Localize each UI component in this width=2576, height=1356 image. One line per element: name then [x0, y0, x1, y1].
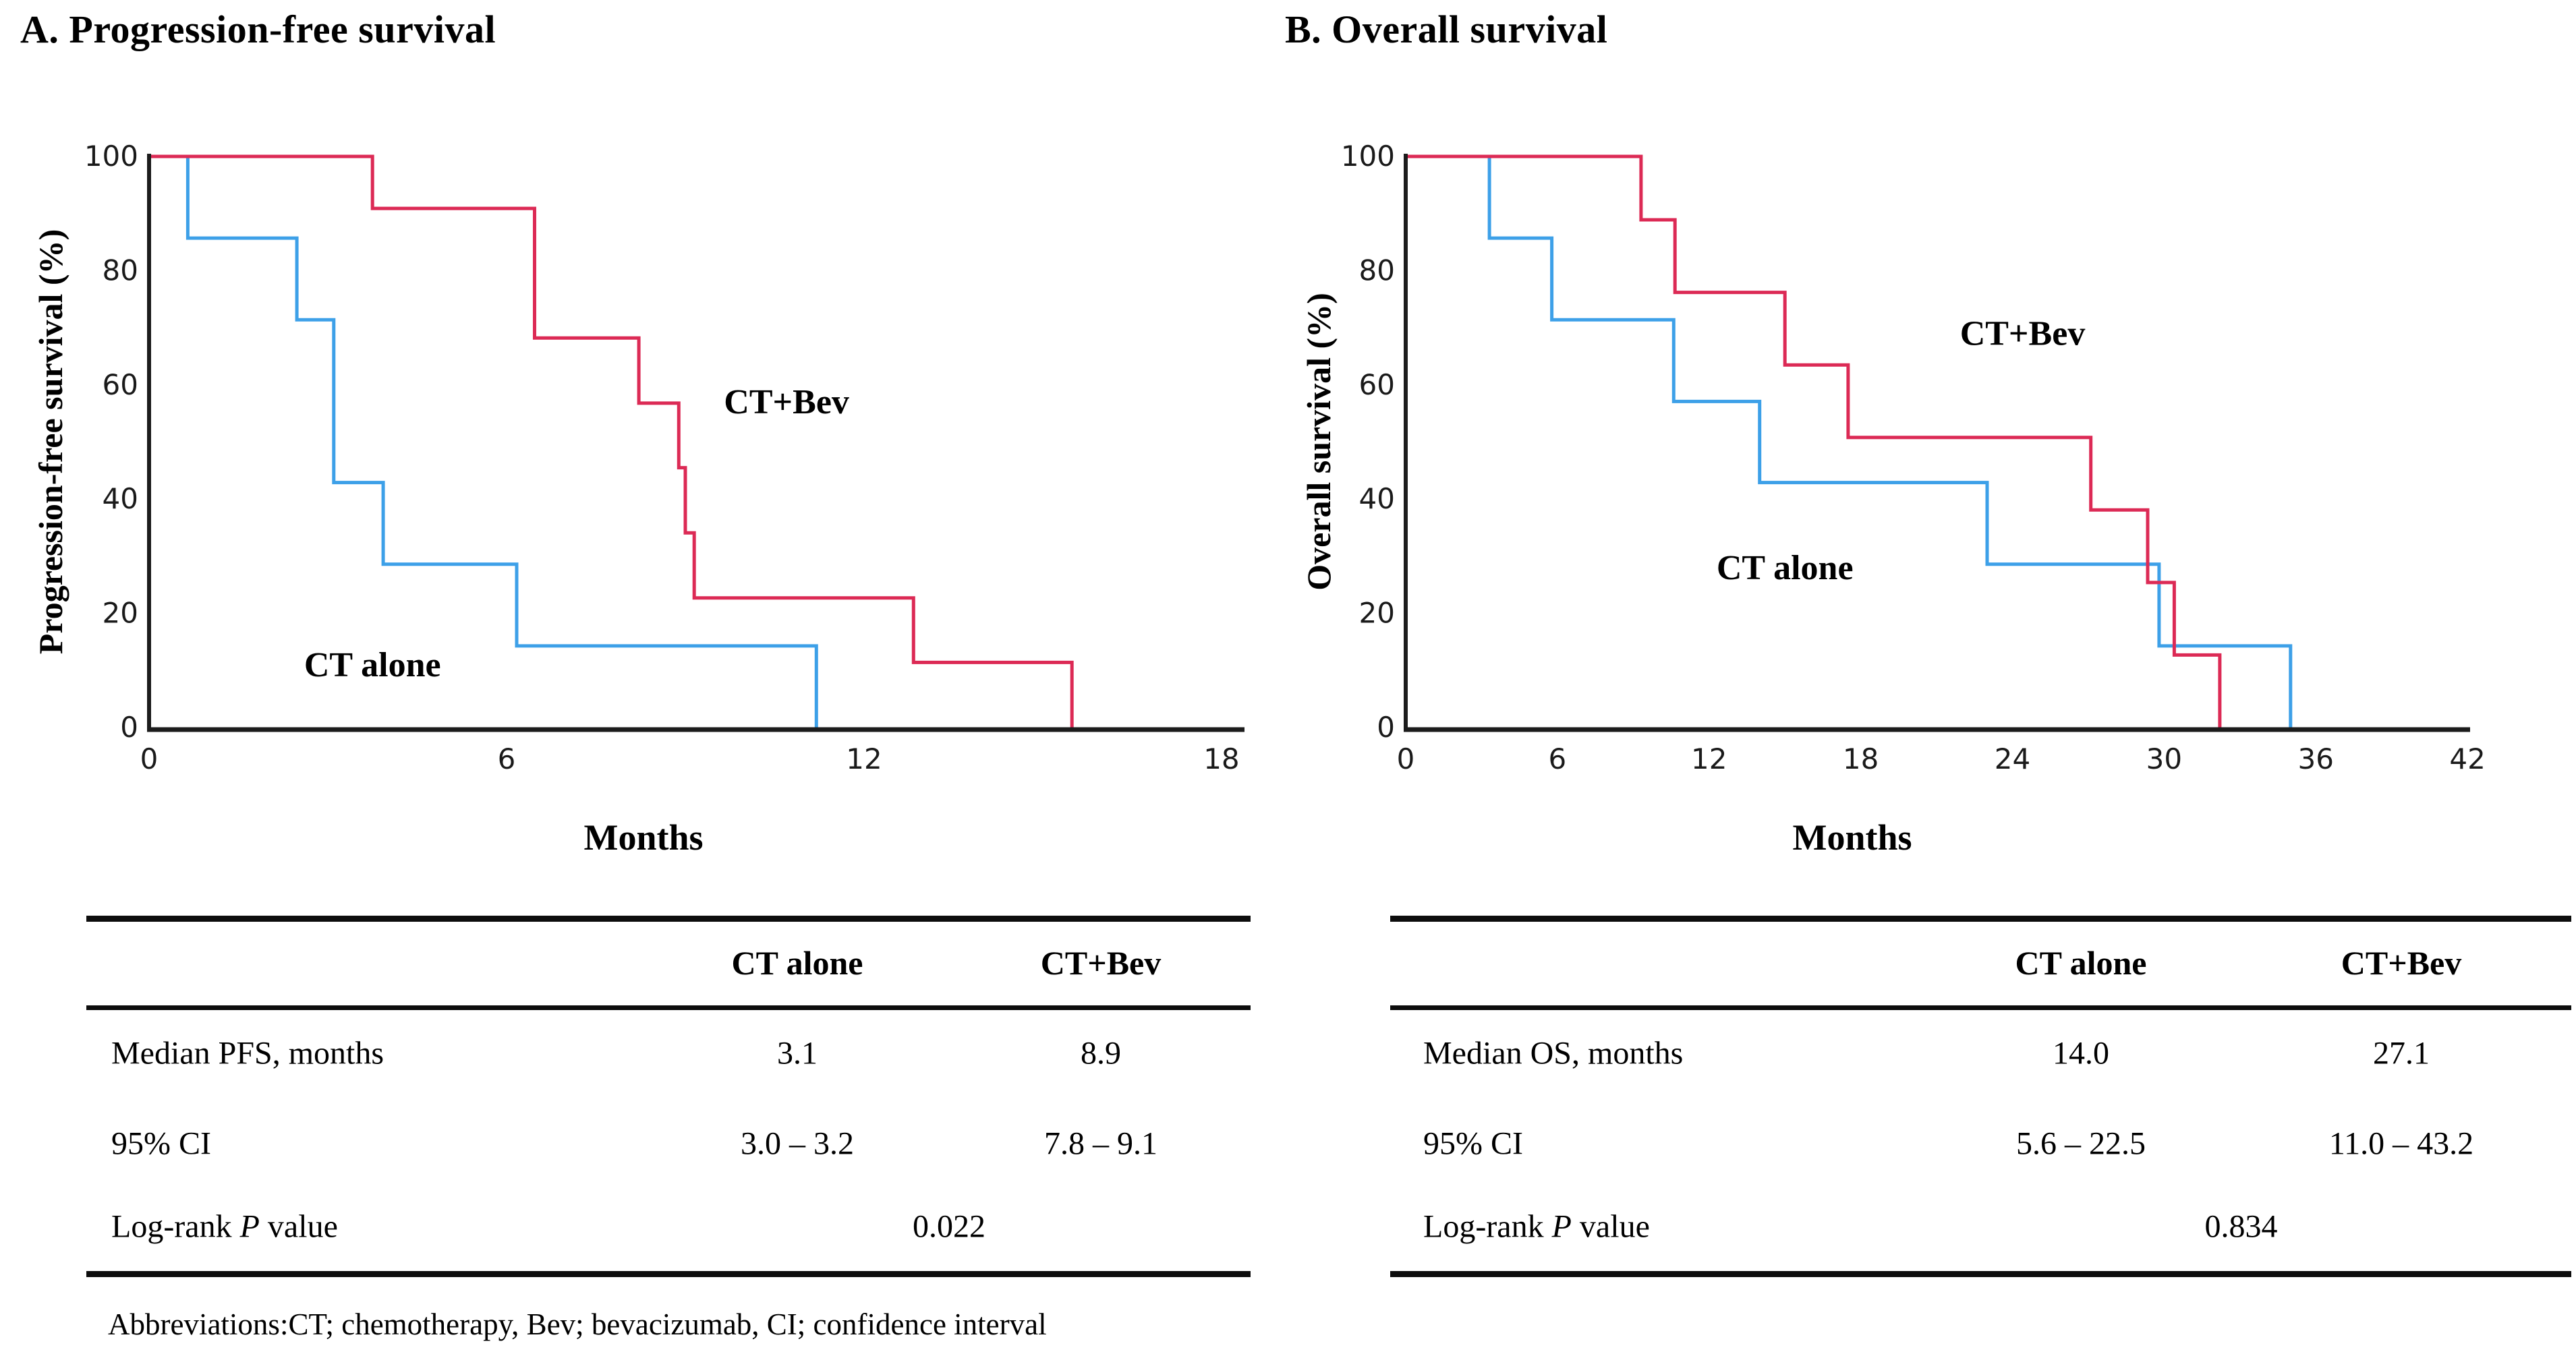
- curve-label-ct-alone: CT alone: [1717, 549, 1854, 587]
- x-tick-label: 12: [1691, 742, 1727, 775]
- x-tick-label: 12: [846, 742, 882, 775]
- x-tick-label: 18: [1843, 742, 1879, 775]
- y-tick-label: 60: [103, 368, 138, 401]
- x-tick-label: 30: [2146, 742, 2182, 775]
- y-tick-label: 80: [1359, 254, 1395, 287]
- table-header-rule: [86, 1005, 1251, 1010]
- pfs-km-plot: CT alone CT+Bev 0 20 40 60 80 100 0 6 12 18 Months: [84, 140, 1244, 858]
- table-value-ct-bev: 11.0 – 43.2: [2328, 1125, 2474, 1162]
- pfs-summary-table: CT alone CT+Bev Median PFS, months 3.1 8.9 95…: [86, 916, 1251, 1277]
- y-tick-label: 20: [1359, 597, 1395, 630]
- table-col-header-ct-bev: CT+Bev: [1040, 944, 1162, 982]
- panel-b-title: B. Overall survival: [1285, 7, 1608, 51]
- table-col-header-ct-bev: CT+Bev: [2341, 944, 2462, 982]
- x-tick-label: 6: [1549, 742, 1567, 775]
- x-tick-label: 6: [498, 742, 516, 775]
- panel-a-title: A. Progression-free survival: [20, 7, 496, 51]
- abbreviations-note: Abbreviations:CT; chemotherapy, Bev; bev…: [108, 1307, 1047, 1341]
- x-tick-label: 0: [140, 742, 159, 775]
- table-header-rule: [1390, 1005, 2571, 1010]
- table-row-label: 95% CI: [1423, 1125, 1523, 1162]
- y-tick-label: 80: [103, 254, 138, 287]
- table-value-ct-bev: 8.9: [1081, 1035, 1121, 1071]
- x-tick-label: 42: [2449, 742, 2485, 775]
- table-value-ct-alone: 3.1: [777, 1035, 818, 1071]
- curve-label-ct-bev: CT+Bev: [724, 383, 849, 421]
- y-tick-label: 0: [120, 711, 138, 744]
- km-curve-ct-bev: [1406, 154, 2222, 728]
- km-curve-ct-alone: [149, 154, 818, 728]
- km-curve-ct-alone: [1406, 154, 2293, 728]
- y-tick-label: 40: [103, 482, 138, 515]
- table-value-ct-alone: 3.0 – 3.2: [741, 1125, 854, 1162]
- table-row-label: 95% CI: [111, 1125, 211, 1162]
- table-col-header-ct-alone: CT alone: [2015, 944, 2147, 982]
- table-row-label: Log-rank P value: [111, 1208, 338, 1245]
- table-col-header-ct-alone: CT alone: [731, 944, 863, 982]
- x-tick-label: 0: [1397, 742, 1415, 775]
- x-tick-label: 24: [1995, 742, 2030, 775]
- y-tick-label: 100: [84, 140, 138, 173]
- table-value-ct-bev: 7.8 – 9.1: [1044, 1125, 1157, 1162]
- table-row-label: Log-rank P value: [1423, 1208, 1650, 1245]
- curve-label-ct-alone: CT alone: [304, 646, 441, 684]
- table-row-label: Median OS, months: [1423, 1035, 1684, 1071]
- table-value-ct-alone: 14.0: [2053, 1035, 2109, 1071]
- y-tick-label: 100: [1341, 140, 1395, 173]
- y-tick-label: 40: [1359, 482, 1395, 515]
- y-tick-label: 20: [103, 597, 138, 630]
- curve-label-ct-bev: CT+Bev: [1960, 315, 2086, 353]
- table-value-ct-bev: 27.1: [2373, 1035, 2430, 1071]
- km-curve-ct-bev: [149, 154, 1074, 728]
- os-summary-table: CT alone CT+Bev Median OS, months 14.0 27.1 9…: [1390, 916, 2571, 1277]
- table-p-value: 0.022: [913, 1208, 985, 1245]
- table-p-value: 0.834: [2204, 1208, 2278, 1245]
- x-tick-label: 18: [1203, 742, 1239, 775]
- y-tick-label: 0: [1377, 711, 1395, 744]
- table-row-label: Median PFS, months: [111, 1035, 384, 1071]
- y-tick-label: 60: [1359, 368, 1395, 401]
- os-km-plot: CT alone CT+Bev 0 20 40 60 80 100 0 6 12 18 24 30 36 42…: [1341, 140, 2486, 858]
- x-axis-title: Months: [583, 817, 703, 858]
- x-axis-title: Months: [1792, 817, 1912, 858]
- x-tick-label: 36: [2298, 742, 2334, 775]
- table-value-ct-alone: 5.6 – 22.5: [2016, 1125, 2146, 1162]
